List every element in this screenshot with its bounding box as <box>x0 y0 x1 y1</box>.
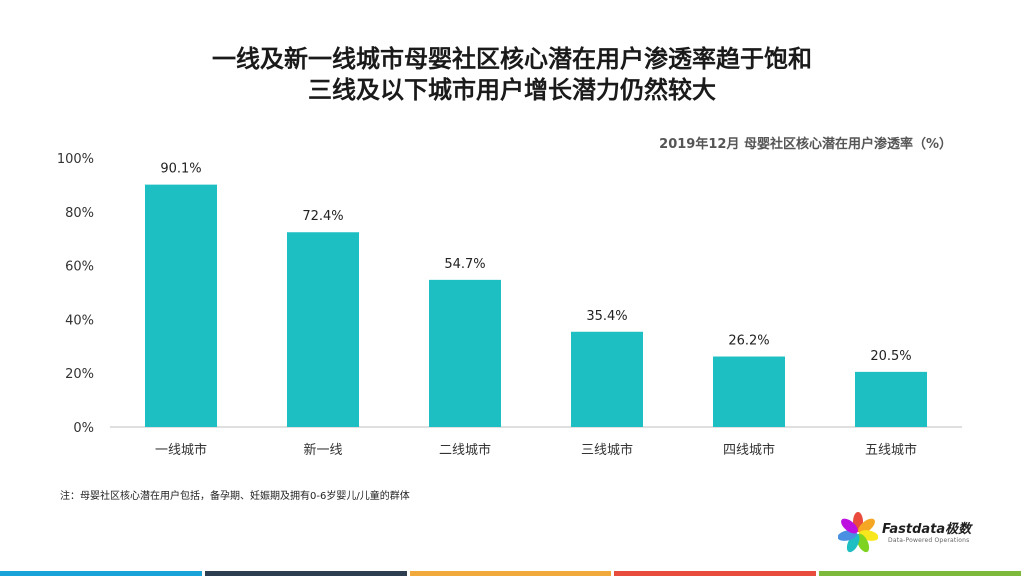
x-tick-label: 新一线 <box>303 442 342 458</box>
x-tick-label: 一线城市 <box>155 442 207 458</box>
x-tick-label: 二线城市 <box>439 442 491 458</box>
title-line-2: 三线及以下城市用户增长潜力仍然较大 <box>308 76 716 104</box>
title-line-1: 一线及新一线城市母婴社区核心潜在用户渗透率趋于饱和 <box>212 45 812 73</box>
y-tick-label: 0% <box>73 421 94 436</box>
bar <box>713 356 785 427</box>
strip-segment <box>614 571 817 576</box>
bar <box>287 232 359 427</box>
data-label: 90.1% <box>160 162 201 177</box>
data-label: 20.5% <box>870 349 911 364</box>
strip-segment <box>409 571 612 576</box>
y-tick-label: 60% <box>65 260 94 275</box>
y-tick-label: 20% <box>65 367 94 382</box>
y-tick-label: 40% <box>65 313 94 328</box>
logo-name: Fastdata极数 <box>882 522 972 537</box>
data-label: 72.4% <box>302 209 343 224</box>
bar <box>855 371 927 427</box>
flower-logo-icon <box>837 512 879 553</box>
x-tick-label: 五线城市 <box>865 442 917 458</box>
bar <box>429 279 501 427</box>
footnote: 注：母婴社区核心潜在用户包括，备孕期、妊娠期及拥有0-6岁婴儿/儿童的群体 <box>60 491 410 502</box>
strip-segment <box>0 571 202 576</box>
x-tick-label: 四线城市 <box>723 442 775 458</box>
y-tick-label: 80% <box>65 206 94 221</box>
x-tick-label: 三线城市 <box>581 442 633 458</box>
strip-segment <box>819 571 1021 576</box>
bottom-color-strip <box>0 571 1024 576</box>
chart-title: 2019年12月 母婴社区核心潜在用户渗透率（%） <box>659 137 952 152</box>
bar <box>145 184 217 427</box>
data-label: 35.4% <box>586 309 627 324</box>
data-label: 54.7% <box>444 257 485 272</box>
strip-segment <box>204 571 407 576</box>
bar <box>571 331 643 427</box>
fastdata-logo: Fastdata极数 Data-Powered Operations <box>837 510 988 558</box>
page-title: 一线及新一线城市母婴社区核心潜在用户渗透率趋于饱和 三线及以下城市用户增长潜力仍… <box>0 44 1024 106</box>
y-tick-label: 100% <box>57 152 94 167</box>
logo-tagline: Data-Powered Operations <box>888 537 970 544</box>
data-label: 26.2% <box>728 334 769 349</box>
